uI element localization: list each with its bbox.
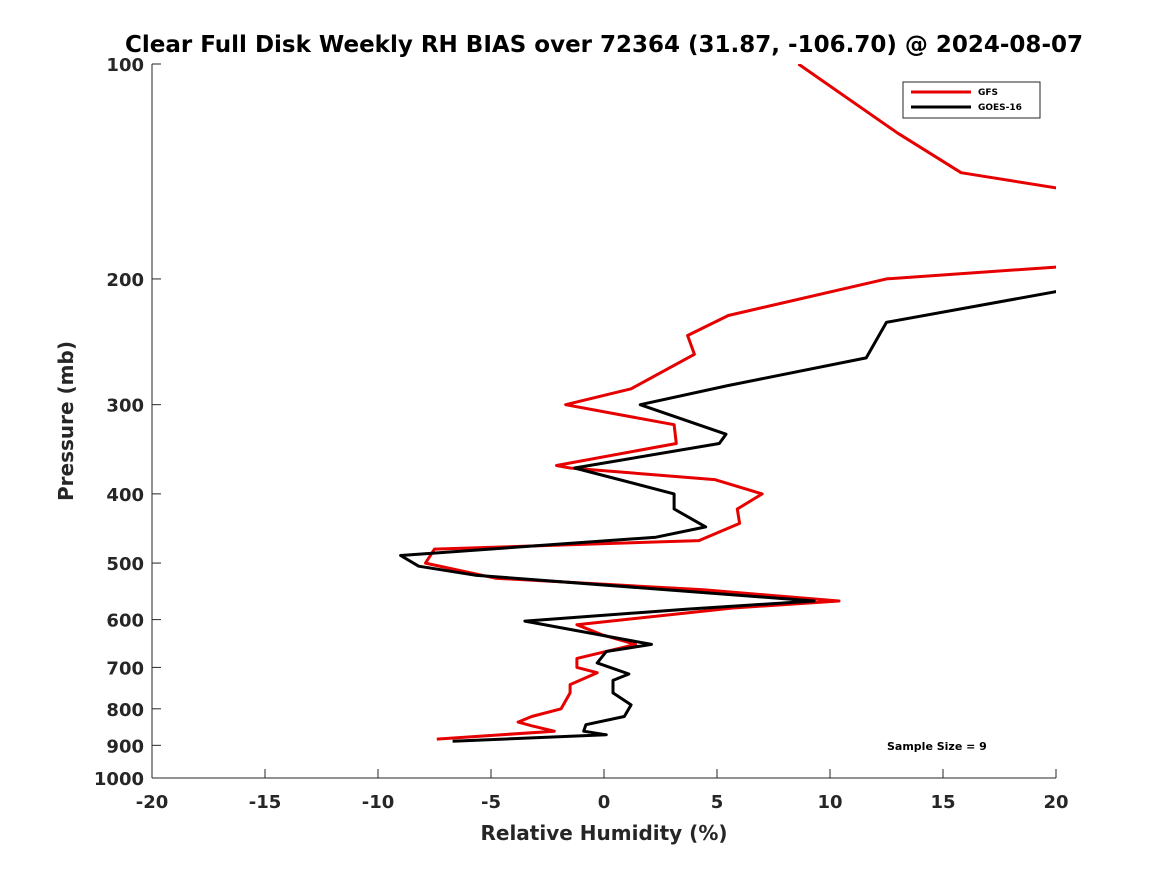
y-axis-label: Pressure (mb) [54, 341, 78, 501]
y-tick-label: 300 [106, 396, 144, 417]
x-tick-label: 20 [1043, 792, 1068, 813]
y-tick-label: 600 [106, 611, 144, 632]
x-tick-label: 10 [817, 792, 842, 813]
series-line-goes-16 [399, 290, 1056, 743]
y-tick-label: 800 [106, 700, 144, 721]
x-ticks: -20 -15 -10 -5 0 5 10 15 20 [136, 769, 1069, 813]
y-tick-label: 400 [106, 485, 144, 506]
legend-box [902, 81, 1041, 119]
legend: GFS GOES-16 [902, 81, 1041, 119]
x-axis-label: Relative Humidity (%) [480, 821, 727, 845]
y-tick-label: 900 [106, 736, 144, 757]
x-tick-label: 15 [930, 792, 955, 813]
x-tick-label: -5 [481, 792, 501, 813]
legend-label-goes16: GOES-16 [978, 103, 1022, 113]
y-tick-label: 1000 [94, 769, 144, 790]
y-tick-label: 700 [106, 658, 144, 679]
sample-size-annotation: Sample Size = 9 [887, 740, 987, 753]
chart-title: Clear Full Disk Weekly RH BIAS over 7236… [125, 32, 1083, 58]
plot-area: -20 -15 -10 -5 0 5 10 15 20 100 200 300 400 500 600 70… [94, 55, 1069, 813]
y-tick-label: 100 [106, 55, 144, 76]
x-tick-label: -15 [249, 792, 282, 813]
x-tick-label: 0 [598, 792, 611, 813]
series-layer [399, 64, 1056, 743]
legend-label-gfs: GFS [978, 88, 998, 98]
y-tick-label: 500 [106, 554, 144, 575]
x-tick-label: 5 [711, 792, 724, 813]
x-tick-label: -10 [362, 792, 395, 813]
y-ticks: 100 200 300 400 500 600 700 800 900 1000 [94, 55, 161, 790]
y-tick-label: 200 [106, 270, 144, 291]
x-tick-label: -20 [136, 792, 169, 813]
plot-frame [152, 64, 1056, 778]
